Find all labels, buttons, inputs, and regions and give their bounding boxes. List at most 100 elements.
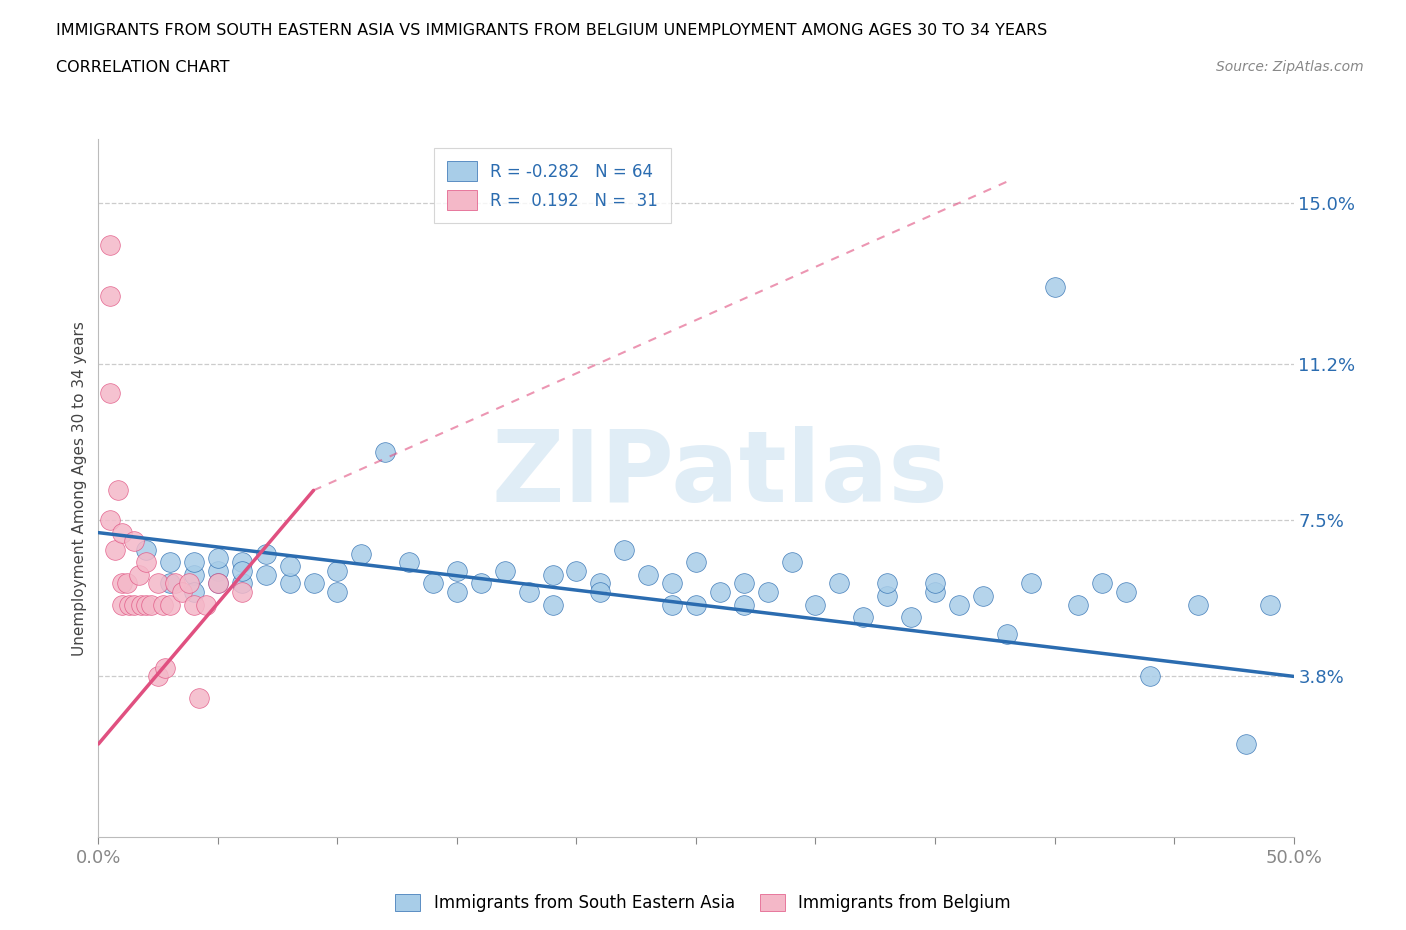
Point bbox=[207, 564, 229, 578]
Point bbox=[1043, 280, 1066, 295]
Point bbox=[422, 576, 444, 591]
Point bbox=[374, 445, 396, 459]
Point bbox=[183, 584, 205, 599]
Y-axis label: Unemployment Among Ages 30 to 34 years: Unemployment Among Ages 30 to 34 years bbox=[72, 321, 87, 656]
Point bbox=[565, 564, 588, 578]
Text: ZIPatlas: ZIPatlas bbox=[492, 426, 948, 523]
Point bbox=[350, 546, 373, 561]
Point bbox=[494, 564, 516, 578]
Point bbox=[148, 576, 170, 591]
Point bbox=[517, 584, 540, 599]
Point bbox=[131, 597, 153, 612]
Point bbox=[446, 584, 468, 599]
Point bbox=[326, 564, 349, 578]
Point bbox=[589, 584, 612, 599]
Point bbox=[231, 555, 253, 570]
Point bbox=[163, 576, 186, 591]
Point bbox=[124, 597, 146, 612]
Point bbox=[685, 597, 707, 612]
Text: IMMIGRANTS FROM SOUTH EASTERN ASIA VS IMMIGRANTS FROM BELGIUM UNEMPLOYMENT AMONG: IMMIGRANTS FROM SOUTH EASTERN ASIA VS IM… bbox=[56, 23, 1047, 38]
Point bbox=[152, 597, 174, 612]
Point bbox=[1019, 576, 1042, 591]
Point bbox=[1139, 669, 1161, 684]
Point bbox=[470, 576, 492, 591]
Point bbox=[828, 576, 851, 591]
Point bbox=[326, 584, 349, 599]
Point bbox=[135, 542, 157, 557]
Point bbox=[111, 525, 134, 540]
Point bbox=[398, 555, 420, 570]
Point bbox=[661, 576, 683, 591]
Point bbox=[756, 584, 779, 599]
Point bbox=[924, 584, 946, 599]
Point bbox=[139, 597, 162, 612]
Point bbox=[111, 576, 134, 591]
Point bbox=[118, 597, 141, 612]
Point bbox=[733, 576, 755, 591]
Point bbox=[804, 597, 827, 612]
Point bbox=[135, 597, 157, 612]
Point bbox=[661, 597, 683, 612]
Point bbox=[159, 597, 181, 612]
Point bbox=[278, 576, 301, 591]
Point bbox=[1187, 597, 1209, 612]
Point bbox=[924, 576, 946, 591]
Point bbox=[124, 534, 146, 549]
Point bbox=[183, 555, 205, 570]
Point bbox=[1115, 584, 1137, 599]
Point bbox=[115, 576, 138, 591]
Point bbox=[148, 669, 170, 684]
Point bbox=[278, 559, 301, 574]
Point bbox=[876, 589, 898, 604]
Point bbox=[948, 597, 970, 612]
Point bbox=[135, 555, 157, 570]
Text: CORRELATION CHART: CORRELATION CHART bbox=[56, 60, 229, 75]
Point bbox=[780, 555, 803, 570]
Point bbox=[107, 483, 129, 498]
Legend: Immigrants from South Eastern Asia, Immigrants from Belgium: Immigrants from South Eastern Asia, Immi… bbox=[395, 895, 1011, 912]
Point bbox=[900, 610, 922, 625]
Point bbox=[98, 386, 122, 401]
Point bbox=[972, 589, 994, 604]
Point bbox=[709, 584, 731, 599]
Point bbox=[541, 597, 564, 612]
Point bbox=[733, 597, 755, 612]
Point bbox=[155, 660, 177, 675]
Point bbox=[852, 610, 875, 625]
Point bbox=[231, 564, 253, 578]
Point bbox=[1258, 597, 1281, 612]
Point bbox=[179, 576, 201, 591]
Point bbox=[541, 567, 564, 582]
Legend: R = -0.282   N = 64, R =  0.192   N =  31: R = -0.282 N = 64, R = 0.192 N = 31 bbox=[433, 148, 672, 223]
Point bbox=[589, 576, 612, 591]
Point bbox=[446, 564, 468, 578]
Point bbox=[207, 576, 229, 591]
Point bbox=[1067, 597, 1090, 612]
Point bbox=[254, 567, 277, 582]
Point bbox=[637, 567, 659, 582]
Point bbox=[159, 555, 181, 570]
Point bbox=[183, 597, 205, 612]
Point bbox=[172, 584, 194, 599]
Point bbox=[1091, 576, 1114, 591]
Point bbox=[231, 584, 253, 599]
Point bbox=[207, 551, 229, 565]
Point bbox=[613, 542, 636, 557]
Point bbox=[254, 546, 277, 561]
Point bbox=[104, 542, 127, 557]
Point bbox=[159, 576, 181, 591]
Point bbox=[302, 576, 325, 591]
Text: Source: ZipAtlas.com: Source: ZipAtlas.com bbox=[1216, 60, 1364, 74]
Point bbox=[1234, 737, 1257, 751]
Point bbox=[876, 576, 898, 591]
Point bbox=[98, 238, 122, 253]
Point bbox=[98, 288, 122, 303]
Point bbox=[231, 576, 253, 591]
Point bbox=[128, 567, 150, 582]
Point bbox=[194, 597, 217, 612]
Point bbox=[98, 512, 122, 527]
Point bbox=[183, 567, 205, 582]
Point bbox=[207, 576, 229, 591]
Point bbox=[111, 597, 134, 612]
Point bbox=[187, 690, 209, 705]
